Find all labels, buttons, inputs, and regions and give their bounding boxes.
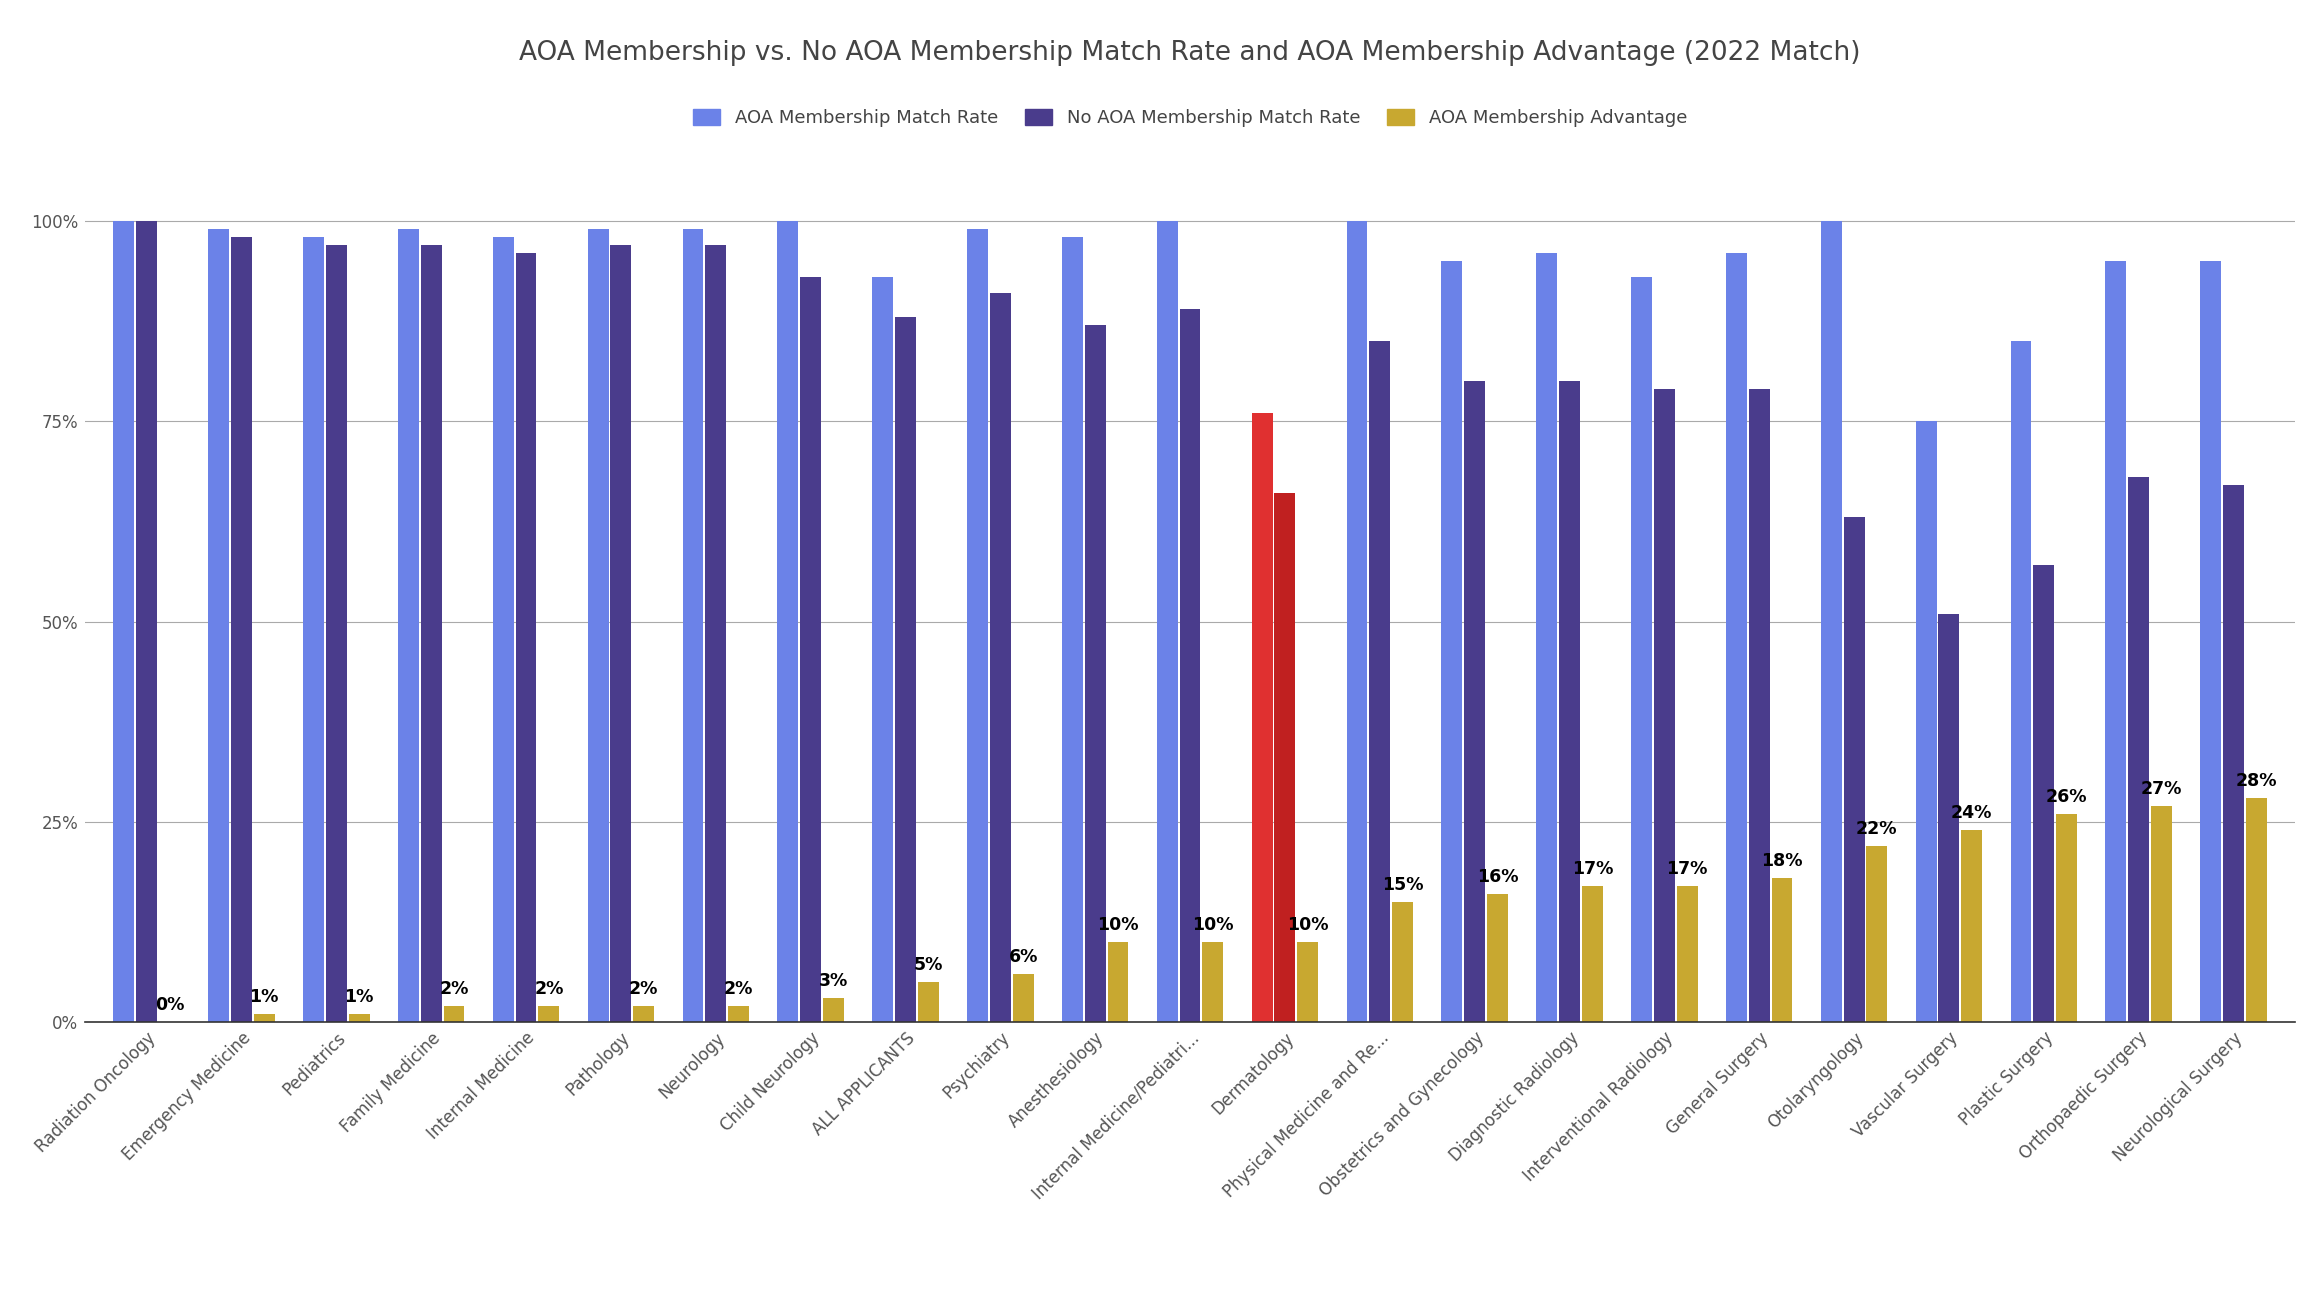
Bar <box>350 1014 371 1022</box>
Bar <box>1012 973 1033 1022</box>
Text: 26%: 26% <box>2045 787 2087 806</box>
Text: 1%: 1% <box>250 988 278 1006</box>
Legend: AOA Membership Match Rate, No AOA Membership Match Rate, AOA Membership Advantag: AOA Membership Match Rate, No AOA Member… <box>686 101 1695 134</box>
Bar <box>1962 829 1982 1022</box>
Text: 22%: 22% <box>1855 820 1897 837</box>
Text: 1%: 1% <box>345 988 373 1006</box>
Bar <box>208 229 229 1022</box>
Bar <box>1559 381 1580 1022</box>
Bar <box>1063 237 1084 1022</box>
Bar <box>968 229 989 1022</box>
Bar <box>894 317 915 1022</box>
Bar <box>1938 613 1959 1022</box>
Bar <box>588 229 609 1022</box>
Bar <box>1725 253 1746 1022</box>
Bar <box>917 981 938 1022</box>
Text: 6%: 6% <box>1007 947 1038 965</box>
Bar <box>801 278 822 1022</box>
Bar <box>493 237 514 1022</box>
Bar <box>1867 846 1888 1022</box>
Bar <box>1392 901 1413 1022</box>
Bar <box>989 293 1010 1022</box>
Bar <box>327 245 347 1022</box>
Text: 5%: 5% <box>913 956 943 973</box>
Bar <box>232 237 252 1022</box>
Bar <box>1274 494 1295 1022</box>
Text: 15%: 15% <box>1383 875 1424 893</box>
Bar <box>822 998 843 1022</box>
Bar <box>1251 414 1271 1022</box>
Bar <box>778 221 799 1022</box>
Bar <box>1772 878 1793 1022</box>
Bar <box>632 1006 653 1022</box>
Bar <box>1820 221 1841 1022</box>
Bar <box>1677 886 1698 1022</box>
Bar <box>398 229 419 1022</box>
Bar <box>2247 798 2267 1022</box>
Bar <box>1749 389 1769 1022</box>
Bar <box>873 278 894 1022</box>
Bar <box>255 1014 276 1022</box>
Bar <box>683 229 704 1022</box>
Bar <box>2010 342 2031 1022</box>
Bar <box>1369 342 1390 1022</box>
Text: 24%: 24% <box>1950 803 1992 821</box>
Bar <box>1297 942 1318 1022</box>
Bar <box>1582 886 1603 1022</box>
Text: 2%: 2% <box>440 980 468 998</box>
Text: 28%: 28% <box>2235 772 2277 790</box>
Text: 18%: 18% <box>1760 852 1802 870</box>
Bar <box>1536 253 1556 1022</box>
Bar <box>1441 261 1461 1022</box>
Bar <box>1487 893 1508 1022</box>
Bar <box>537 1006 558 1022</box>
Bar <box>2057 814 2077 1022</box>
Bar <box>1107 942 1128 1022</box>
Bar <box>422 245 442 1022</box>
Text: 16%: 16% <box>1478 867 1519 886</box>
Bar <box>1844 517 1864 1022</box>
Bar <box>516 253 537 1022</box>
Text: 10%: 10% <box>1288 916 1329 934</box>
Bar <box>1179 309 1200 1022</box>
Bar <box>1630 278 1651 1022</box>
Text: 10%: 10% <box>1098 916 1139 934</box>
Bar <box>2033 566 2054 1022</box>
Bar <box>1464 381 1485 1022</box>
Bar <box>1654 389 1674 1022</box>
Title: AOA Membership vs. No AOA Membership Match Rate and AOA Membership Advantage (20: AOA Membership vs. No AOA Membership Mat… <box>519 41 1860 66</box>
Bar <box>1158 221 1179 1022</box>
Text: 17%: 17% <box>1573 859 1612 878</box>
Bar <box>1346 221 1366 1022</box>
Text: 17%: 17% <box>1668 859 1707 878</box>
Text: 2%: 2% <box>725 980 753 998</box>
Bar <box>2152 806 2172 1022</box>
Bar <box>2105 261 2126 1022</box>
Text: 27%: 27% <box>2140 779 2182 798</box>
Text: 10%: 10% <box>1193 916 1234 934</box>
Bar <box>1202 942 1223 1022</box>
Text: 2%: 2% <box>535 980 563 998</box>
Text: 0%: 0% <box>155 996 183 1014</box>
Bar <box>1915 422 1936 1022</box>
Bar <box>303 237 324 1022</box>
Bar <box>137 221 157 1022</box>
Bar <box>2200 261 2221 1022</box>
Bar <box>2223 486 2244 1022</box>
Bar <box>113 221 134 1022</box>
Bar <box>706 245 727 1022</box>
Text: 3%: 3% <box>820 972 848 990</box>
Text: 2%: 2% <box>630 980 658 998</box>
Bar <box>727 1006 748 1022</box>
Bar <box>1084 325 1105 1022</box>
Bar <box>445 1006 466 1022</box>
Bar <box>2128 477 2149 1022</box>
Bar <box>611 245 632 1022</box>
